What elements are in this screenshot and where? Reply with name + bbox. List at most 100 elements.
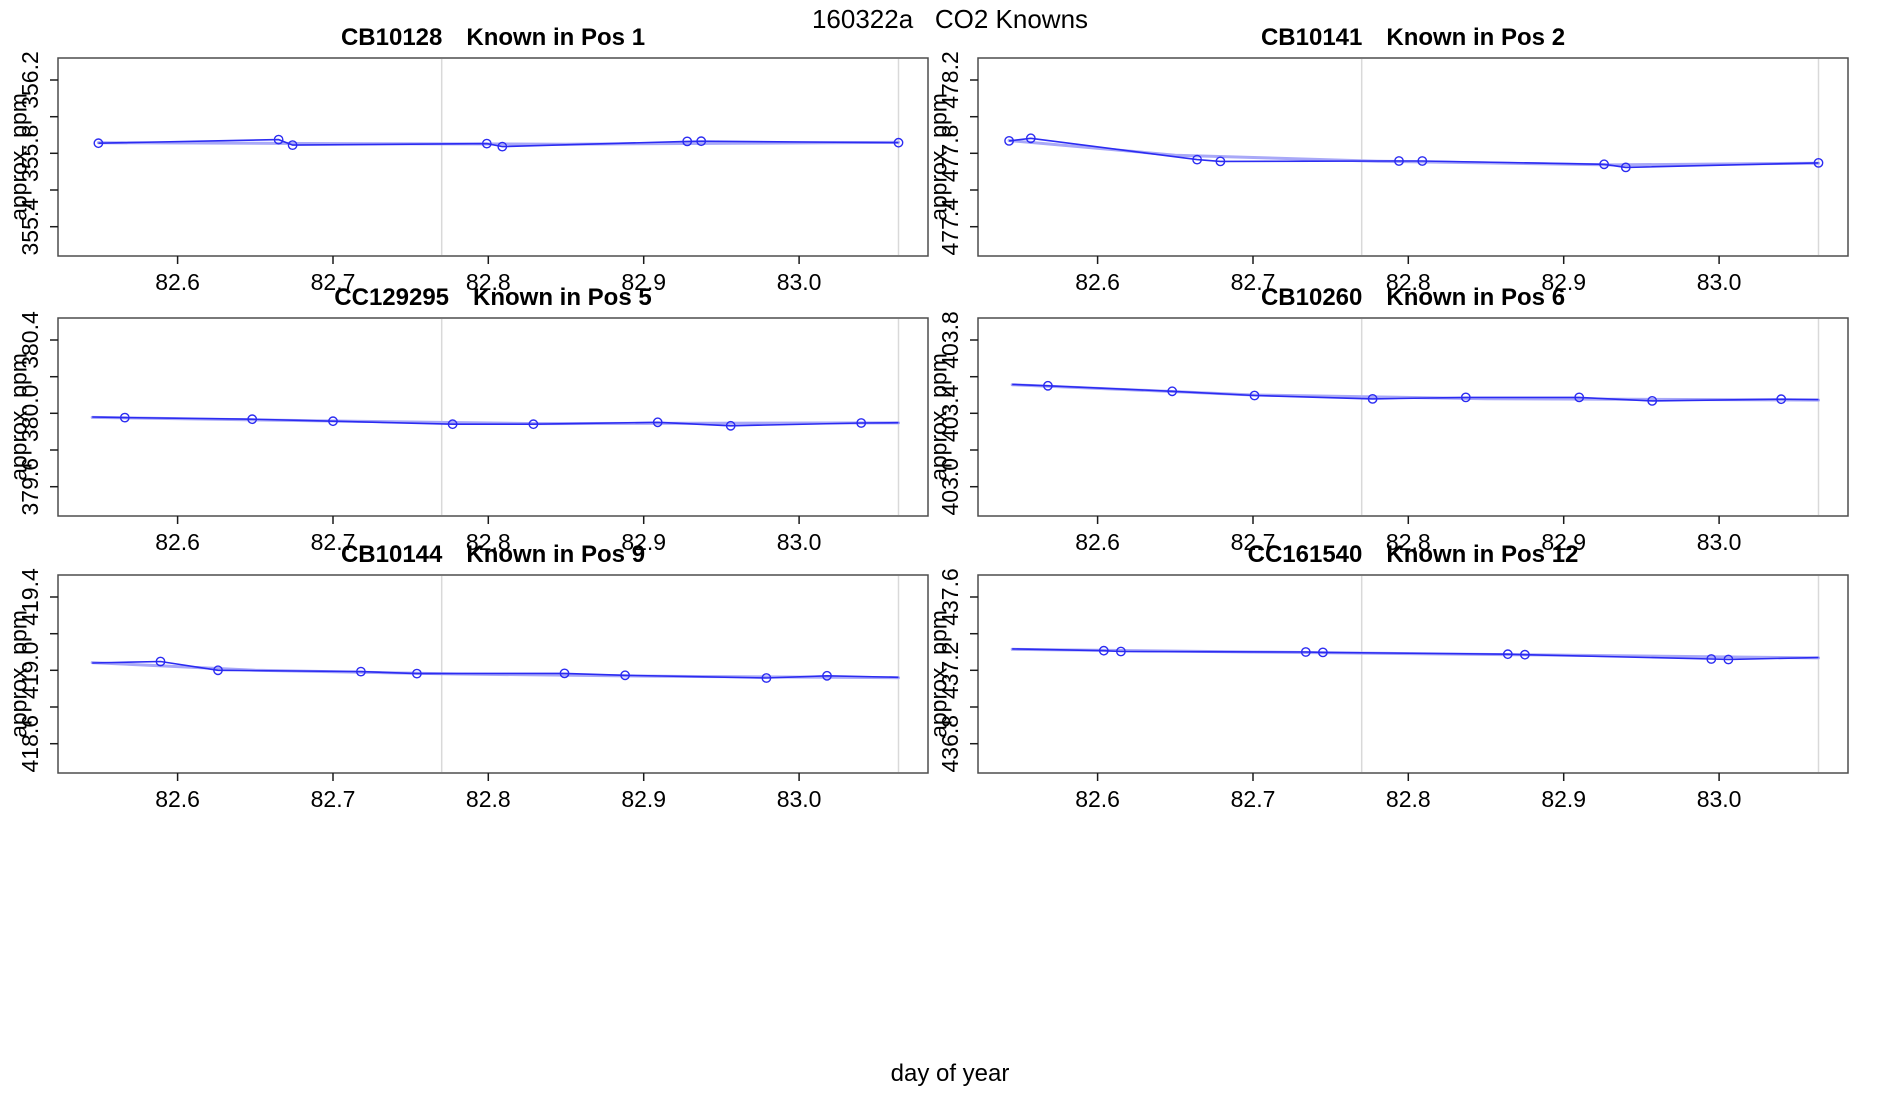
panel-sample-id: CC161540 bbox=[1247, 541, 1363, 568]
x-tick-label: 82.6 bbox=[155, 529, 200, 555]
series-line bbox=[92, 660, 899, 679]
x-tick-label: 82.9 bbox=[1541, 786, 1586, 812]
series-line bbox=[92, 416, 899, 427]
y-tick-label: 403.8 bbox=[937, 311, 963, 369]
data-point-marker bbox=[1776, 394, 1787, 405]
main-title: 160322a CO2 Knowns bbox=[811, 4, 1089, 34]
x-tick-label: 82.9 bbox=[621, 529, 666, 555]
data-point-marker bbox=[528, 419, 539, 430]
x-tick-label: 82.7 bbox=[311, 786, 356, 812]
x-tick-label: 82.7 bbox=[1231, 269, 1276, 295]
y-tick-label: 379.6 bbox=[17, 458, 43, 516]
plot-box bbox=[57, 57, 929, 257]
data-point-marker bbox=[1004, 136, 1015, 146]
data-point-marker bbox=[1417, 156, 1428, 166]
y-tick-label: 355.8 bbox=[17, 125, 43, 183]
panel-sample-id: CB10141 bbox=[1260, 24, 1363, 51]
x-tick-label: 82.8 bbox=[1386, 786, 1431, 812]
plot-area: 82.6 82.7 82.8 82.9 83.0 403.0 403.4 403.8 bbox=[937, 311, 1849, 555]
data-point-marker bbox=[1502, 649, 1513, 660]
data-point-marker bbox=[1215, 156, 1226, 167]
x-tick-label: 83.0 bbox=[777, 786, 822, 812]
panel-position-label: Known in Pos 6 bbox=[1386, 284, 1566, 311]
panel-title: CC129295 Known in Pos 5 bbox=[58, 286, 928, 310]
x-tick-label: 82.6 bbox=[155, 269, 200, 295]
panel-plot-svg: 82.6 82.7 82.8 82.9 83.0 379.6 380.0 380.4 bbox=[17, 311, 929, 555]
data-point-marker bbox=[1043, 380, 1053, 391]
data-point-marker bbox=[497, 141, 508, 152]
data-point-marker bbox=[822, 670, 832, 681]
y-tick-label: 419.0 bbox=[17, 642, 43, 700]
panel-plot-svg: 82.6 82.7 82.8 82.9 83.0 418.6 419.0 419.4 bbox=[17, 568, 929, 812]
y-tick-label: 355.4 bbox=[17, 198, 43, 256]
x-tick-label: 83.0 bbox=[777, 529, 822, 555]
x-tick-label: 82.9 bbox=[1541, 529, 1586, 555]
y-tick-label: 477.4 bbox=[937, 198, 963, 256]
data-point-marker bbox=[328, 416, 338, 427]
y-tick-label: 419.4 bbox=[17, 568, 43, 626]
data-point-marker bbox=[725, 420, 736, 431]
panel-plot-svg: 82.6 82.7 82.8 82.9 83.0 436.8 437.2 437.6 bbox=[937, 568, 1849, 812]
data-point-marker bbox=[696, 136, 707, 147]
x-tick-label: 82.8 bbox=[466, 529, 511, 555]
data-point-marker bbox=[1115, 646, 1126, 657]
data-point-marker bbox=[1620, 162, 1631, 173]
y-tick-label: 380.4 bbox=[17, 311, 43, 369]
data-point-marker bbox=[213, 665, 223, 676]
data-point-marker bbox=[1574, 392, 1585, 403]
data-point-marker bbox=[682, 136, 693, 147]
panel-plot-svg: 82.6 82.7 82.8 82.9 83.0 355.4 355.8 356.2 bbox=[17, 51, 929, 295]
panel-position-label: Known in Pos 9 bbox=[466, 541, 646, 568]
data-point-marker bbox=[481, 138, 492, 149]
data-point-marker bbox=[93, 138, 104, 149]
data-point-marker bbox=[620, 670, 630, 681]
x-tick-label: 82.9 bbox=[621, 269, 666, 295]
data-point-marker bbox=[1723, 654, 1734, 665]
x-tick-label: 82.7 bbox=[311, 269, 356, 295]
panel-plot-svg: 82.6 82.7 82.8 82.9 83.0 403.0 403.4 403.8 bbox=[937, 311, 1849, 555]
y-tick-label: 403.0 bbox=[937, 458, 963, 516]
plot-area: 82.6 82.7 82.8 82.9 83.0 355.4 355.8 356.2 bbox=[17, 51, 929, 295]
x-tick-label: 82.7 bbox=[1231, 529, 1276, 555]
panel-title: CC161540 Known in Pos 12 bbox=[978, 543, 1848, 567]
y-tick-label: 356.2 bbox=[17, 51, 43, 109]
panel-sample-id: CC129295 bbox=[334, 284, 450, 311]
x-tick-label: 82.8 bbox=[466, 269, 511, 295]
plot-box bbox=[977, 57, 1849, 257]
data-point-marker bbox=[247, 414, 258, 425]
panel-position-label: Known in Pos 5 bbox=[473, 284, 652, 311]
data-point-marker bbox=[1647, 396, 1658, 406]
y-tick-label: 478.2 bbox=[937, 51, 963, 109]
x-tick-label: 82.7 bbox=[311, 529, 356, 555]
data-point-marker bbox=[761, 673, 772, 683]
panel-plot-svg: 82.6 82.7 82.8 82.9 83.0 477.4 477.8 478.2 bbox=[937, 51, 1849, 295]
data-point-marker bbox=[1599, 159, 1609, 170]
plot-box bbox=[977, 317, 1849, 517]
series-line bbox=[1009, 137, 1819, 169]
data-point-marker bbox=[1098, 645, 1109, 656]
x-tick-label: 82.6 bbox=[1075, 529, 1120, 555]
data-point-marker bbox=[1813, 158, 1824, 168]
data-point-marker bbox=[119, 412, 130, 423]
y-tick-label: 403.4 bbox=[937, 384, 963, 442]
panel-position-label: Known in Pos 1 bbox=[466, 24, 646, 51]
x-axis-title: day of year bbox=[890, 1060, 1010, 1087]
data-point-marker bbox=[1025, 133, 1036, 144]
data-point-marker bbox=[1167, 386, 1178, 397]
data-point-marker bbox=[1249, 390, 1260, 401]
data-point-marker bbox=[1460, 392, 1471, 403]
x-tick-label: 82.6 bbox=[155, 786, 200, 812]
data-point-marker bbox=[1394, 156, 1404, 166]
data-point-marker bbox=[652, 417, 663, 428]
x-tick-label: 83.0 bbox=[1697, 269, 1742, 295]
panel-sample-id: CB10260 bbox=[1260, 284, 1363, 311]
x-tick-label: 83.0 bbox=[1697, 786, 1742, 812]
series-line bbox=[1012, 648, 1819, 661]
x-tick-label: 82.9 bbox=[1541, 269, 1586, 295]
panel-position-label: Known in Pos 12 bbox=[1386, 541, 1579, 568]
x-tick-label: 82.8 bbox=[1386, 269, 1431, 295]
data-point-marker bbox=[411, 668, 422, 679]
plot-area: 82.6 82.7 82.8 82.9 83.0 379.6 380.0 380.4 bbox=[17, 311, 929, 555]
plot-box bbox=[57, 574, 929, 774]
data-point-marker bbox=[893, 137, 904, 148]
